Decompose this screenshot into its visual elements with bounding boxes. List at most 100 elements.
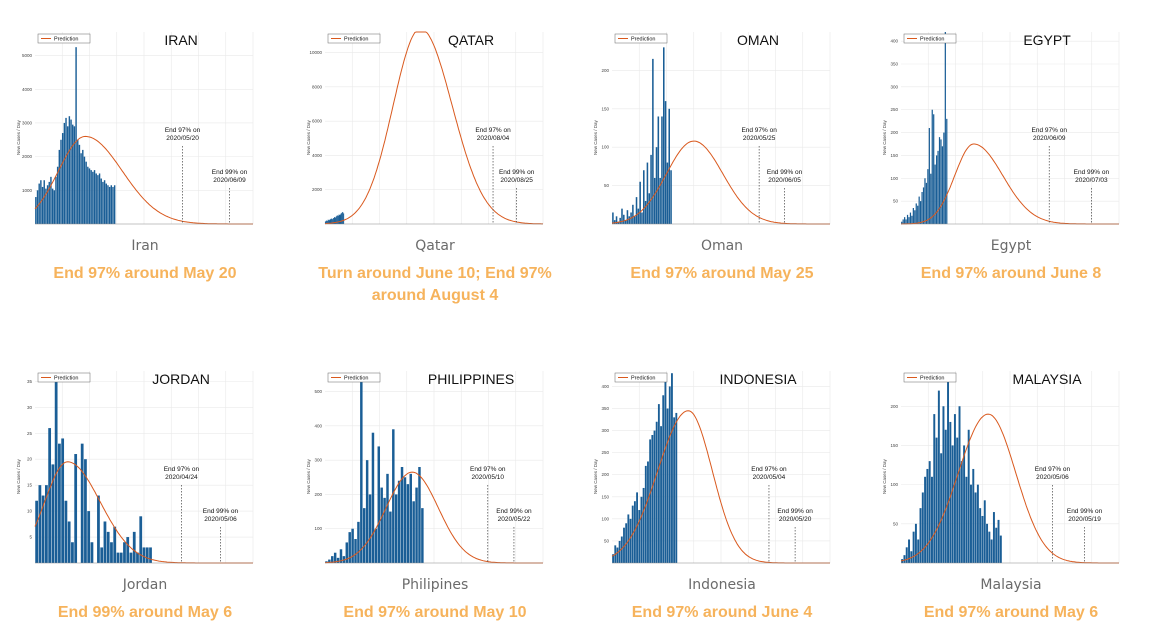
y-tick-label: 400 xyxy=(890,39,898,44)
bar xyxy=(54,376,58,563)
bar xyxy=(328,559,331,563)
end-marker-label: End 99% on xyxy=(496,508,532,515)
bar xyxy=(905,219,907,224)
bar xyxy=(659,177,661,224)
bar xyxy=(627,514,630,563)
bar xyxy=(626,210,629,224)
bar xyxy=(902,219,904,224)
bar xyxy=(374,528,378,563)
y-tick-label: 250 xyxy=(890,107,898,112)
bar xyxy=(612,554,615,563)
bar xyxy=(132,531,136,563)
chart-legend: Prediction xyxy=(903,372,957,383)
bar xyxy=(637,208,640,224)
bar xyxy=(908,217,910,224)
bar xyxy=(928,128,930,224)
end-marker-label: End 97% on xyxy=(1032,127,1068,134)
bar xyxy=(63,122,66,224)
bar xyxy=(937,150,939,224)
bar xyxy=(70,119,72,224)
bar xyxy=(999,535,1002,563)
bar xyxy=(922,187,925,224)
country-name: Philipines xyxy=(401,577,469,593)
y-tick-label: 30 xyxy=(27,405,33,410)
y-tick-label: 150 xyxy=(890,153,898,158)
y-tick-label: 150 xyxy=(890,443,898,448)
bar xyxy=(990,539,993,563)
legend-label: Prediction xyxy=(344,37,368,43)
end-marker-label: 2020/06/05 xyxy=(768,177,801,184)
y-tick-label: 8000 xyxy=(312,84,323,89)
chart-plot: 50 100 150 200 250 300 350 400 New Cases / Day En… xyxy=(876,30,1126,226)
y-tick-label: 50 xyxy=(893,521,899,526)
y-tick-label: 20 xyxy=(27,457,33,462)
bar xyxy=(940,453,943,563)
prediction-curve xyxy=(900,413,1119,564)
bar xyxy=(905,547,908,563)
chart-legend: Prediction xyxy=(327,33,381,44)
bar xyxy=(649,439,652,563)
bar xyxy=(61,133,64,224)
bar xyxy=(616,547,619,563)
bar xyxy=(93,170,96,224)
bar xyxy=(946,118,948,224)
bar xyxy=(958,406,961,563)
end-marker-label: 2020/05/20 xyxy=(166,135,199,142)
chart-legend: Prediction xyxy=(614,33,668,44)
bar xyxy=(41,186,44,224)
end-marker-label: End 99% on xyxy=(767,169,803,176)
bar xyxy=(35,197,37,224)
bar xyxy=(406,484,410,563)
bar xyxy=(933,414,936,563)
country-name: Jordan xyxy=(122,577,168,593)
bar xyxy=(108,186,111,224)
bar xyxy=(623,527,625,563)
bar xyxy=(336,557,340,563)
legend-label: Prediction xyxy=(631,37,655,43)
chart-plot: 50 100 150 200 New Cases / Day End 97% on 2020… xyxy=(876,369,1126,565)
country-name: Egypt xyxy=(990,238,1032,254)
end-marker-label: 2020/08/25 xyxy=(500,177,533,184)
bar xyxy=(941,146,944,224)
bar xyxy=(84,459,87,563)
bar xyxy=(48,181,50,224)
bar xyxy=(326,220,328,224)
end-marker-label: End 97% on xyxy=(164,466,200,473)
chart-legend: Prediction xyxy=(327,372,381,383)
y-tick-label: 5000 xyxy=(22,53,33,58)
bar xyxy=(421,508,424,563)
bar xyxy=(107,185,109,224)
bar xyxy=(908,539,911,563)
bar xyxy=(90,170,92,224)
end-marker-label: End 99% on xyxy=(499,169,535,176)
bar xyxy=(415,487,418,563)
bar xyxy=(327,219,329,224)
chart-legend: Prediction xyxy=(614,372,668,383)
chart-title: QATAR xyxy=(448,32,494,48)
bar xyxy=(73,126,76,224)
y-tick-label: 200 xyxy=(890,404,898,409)
country-name: Oman xyxy=(700,238,744,254)
bar xyxy=(943,132,945,224)
bar xyxy=(934,164,936,224)
bar xyxy=(633,216,636,224)
bar xyxy=(348,532,351,563)
bar xyxy=(149,547,152,563)
bar xyxy=(336,215,338,224)
bar xyxy=(80,443,84,563)
bar xyxy=(655,147,658,224)
prediction-caption: End 97% around May 25 xyxy=(630,265,814,282)
end-marker-label: 2020/05/22 xyxy=(498,516,531,523)
bar xyxy=(931,109,933,224)
bar xyxy=(330,218,332,224)
chart-svg: 100 200 300 400 500 New Cases / Day End 97% on… xyxy=(306,371,544,564)
bar xyxy=(46,185,49,224)
bar xyxy=(970,484,972,563)
bar xyxy=(976,484,979,563)
y-tick-label: 6000 xyxy=(312,119,323,124)
bar xyxy=(345,542,349,563)
chart-title: PHILIPPINES xyxy=(428,371,514,387)
bar xyxy=(641,212,643,224)
bar xyxy=(341,212,343,224)
